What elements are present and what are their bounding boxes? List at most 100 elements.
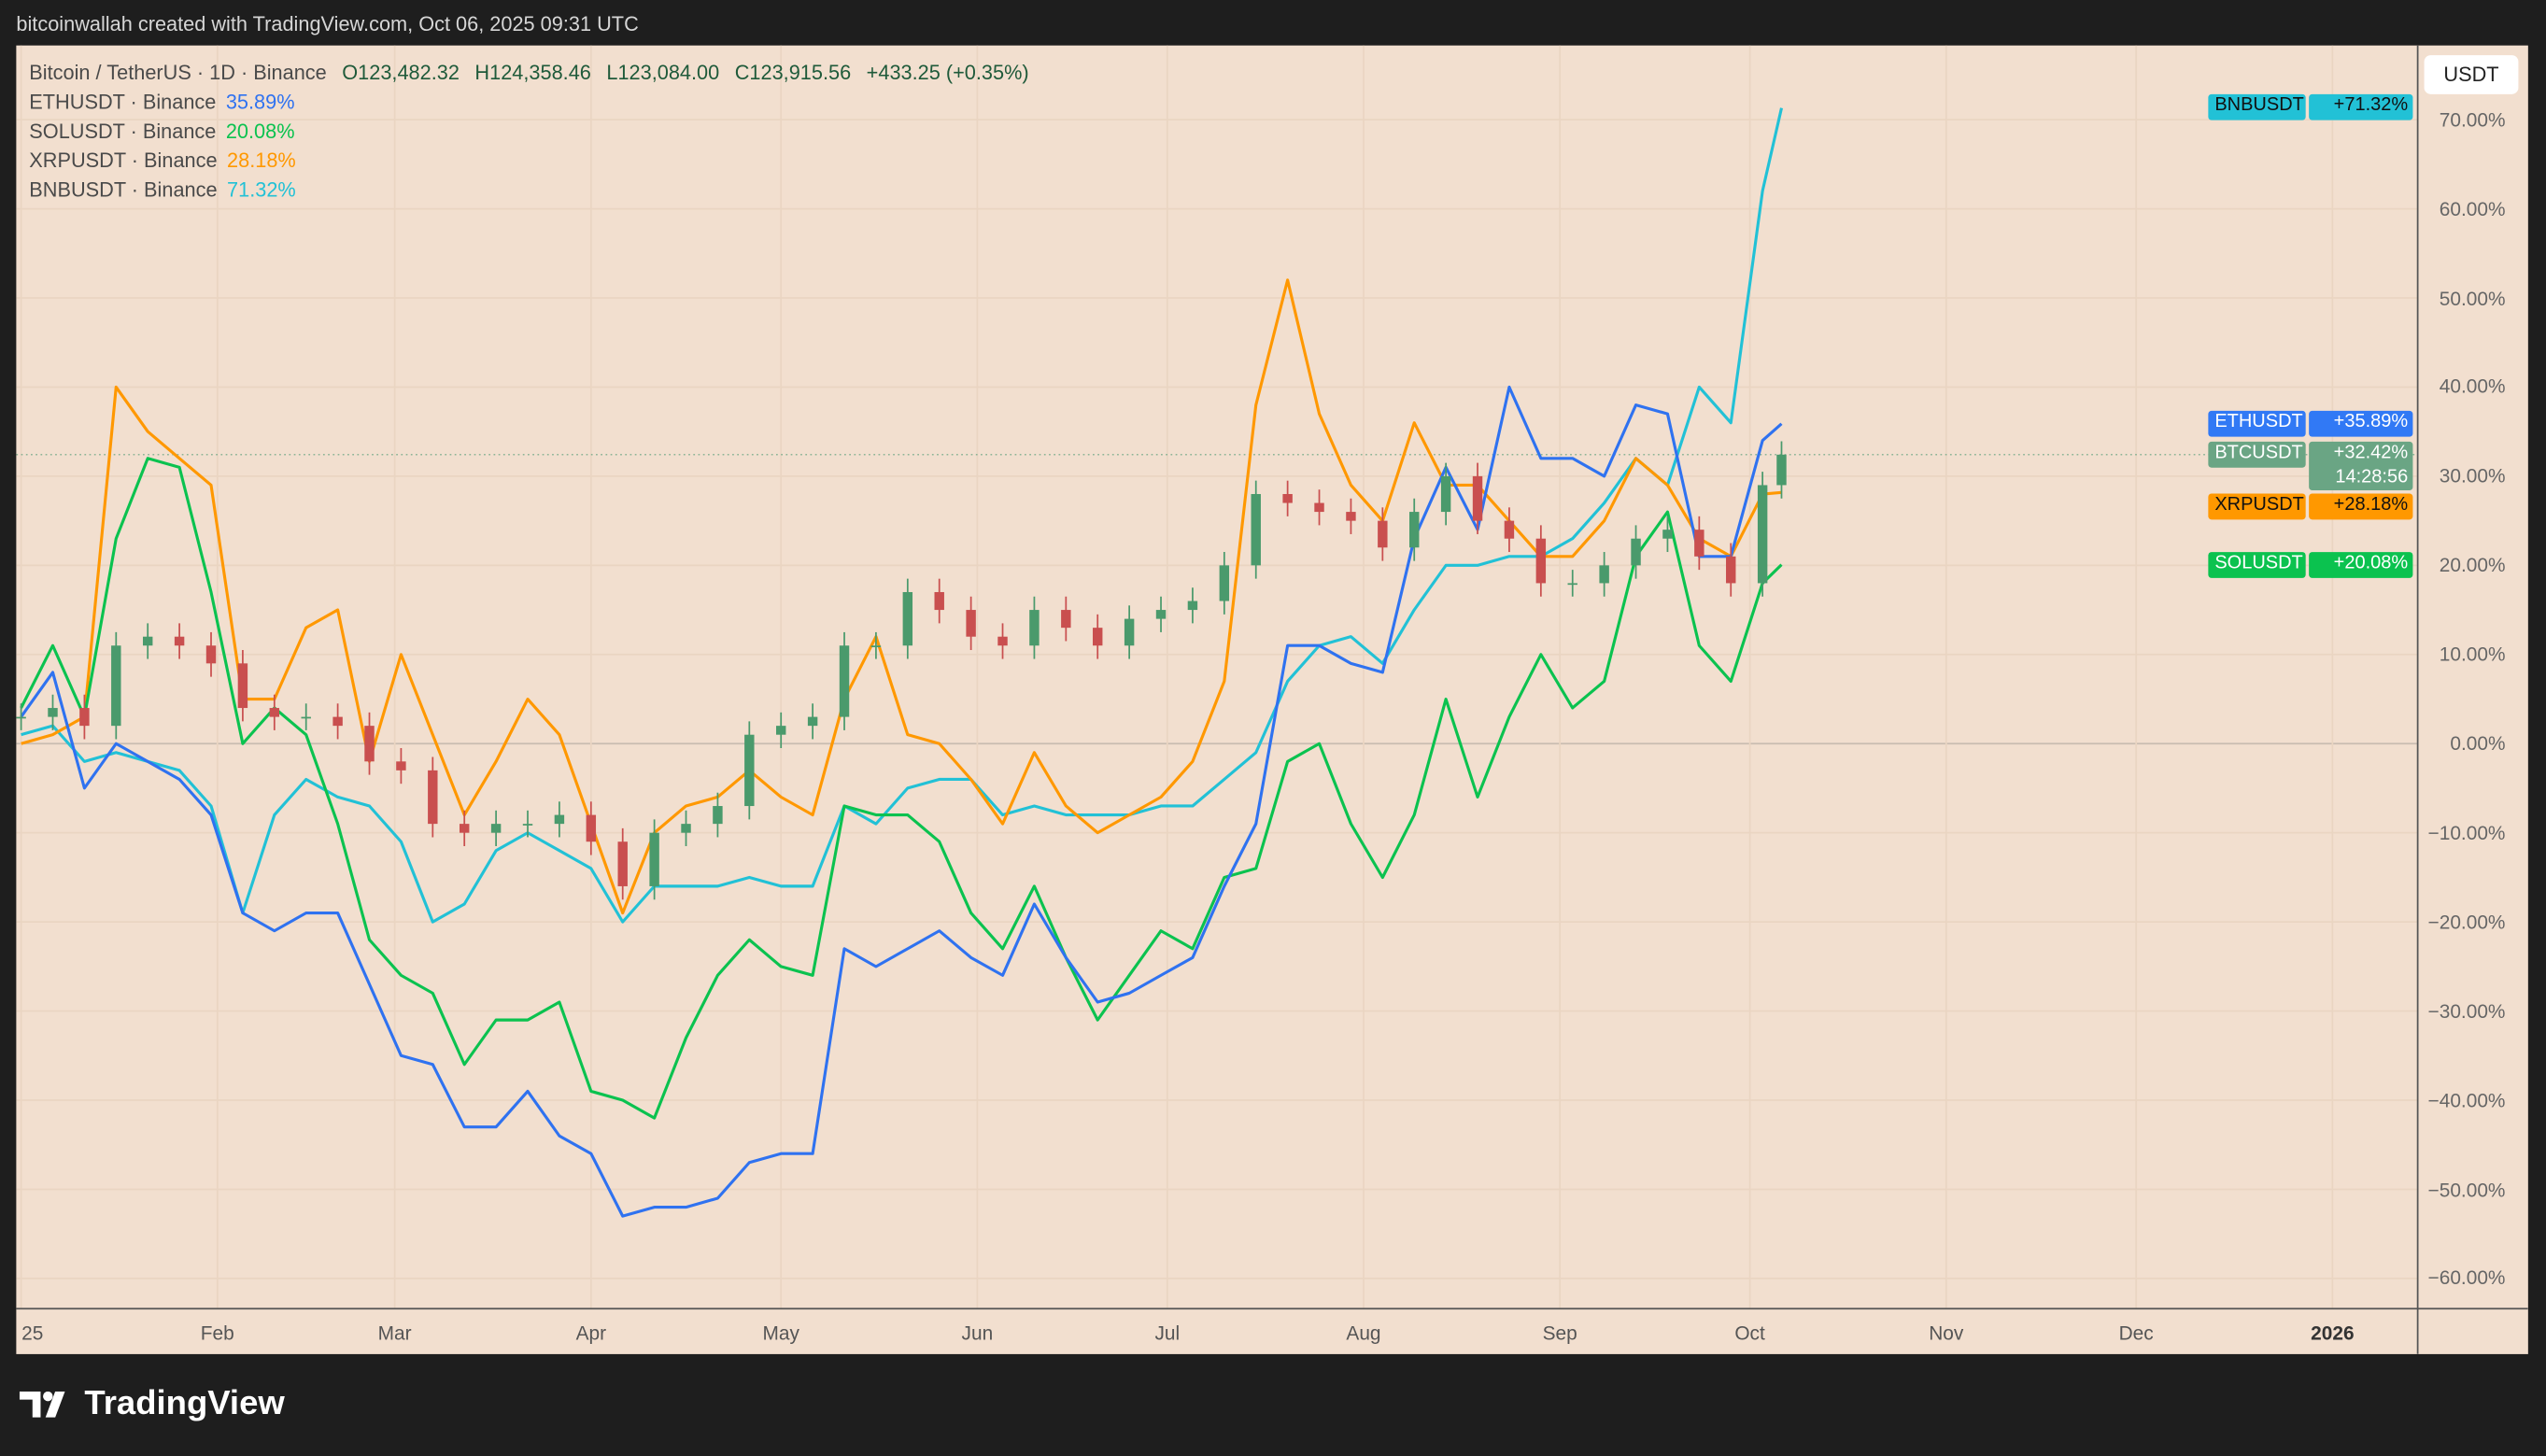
x-tick-label: Feb [200,1322,234,1345]
btc-candle [1346,512,1356,521]
btc-candle [713,806,723,825]
btc-candle [428,770,438,825]
btc-candle [649,832,659,886]
btc-candle [776,726,786,735]
price-tag-percent: +28.18% [2333,495,2409,516]
x-tick-label: Aug [1346,1322,1381,1345]
legend-item-bnb[interactable]: BNBUSDT · Binance 71.32% [29,178,295,201]
y-tick-label: 0.00% [2450,732,2506,756]
tradingview-logo-icon [19,1391,65,1418]
btc-candle [1776,454,1787,486]
x-tick-label: Jun [961,1322,994,1345]
btc-candle [16,716,26,719]
btc-candle [554,814,565,825]
y-tick-label: 20.00% [2439,554,2506,577]
btc-candle [1251,493,1261,566]
y-tick-label: −40.00% [2427,1088,2506,1112]
btc-candle [459,824,470,833]
price-tag-xrpusdt: XRPUSDT +28.18% [2208,493,2413,520]
btc-candle [48,708,58,717]
y-tick-label: 60.00% [2439,197,2506,220]
btc-candle [839,645,850,717]
btc-candle [522,824,533,826]
y-tick-label: −20.00% [2427,910,2506,934]
x-tick-label: Oct [1734,1322,1765,1345]
legend-value: 20.08% [225,120,295,143]
btc-candle [1504,520,1515,539]
btc-candle [1631,538,1641,566]
btc-candle [396,761,406,770]
currency-button[interactable]: USDT [2424,55,2519,94]
btc-candle [1440,475,1451,513]
btc-candle [1472,475,1483,521]
btc-candle [1061,610,1071,629]
btc-candle [744,734,755,807]
btc-candle [174,636,185,646]
btc-candle [1567,583,1577,586]
legend-item-sol[interactable]: SOLUSDT · Binance 20.08% [29,120,294,143]
chart-canvas[interactable] [16,45,2528,1354]
btc-candle [966,610,976,637]
tradingview-logo[interactable]: TradingView [19,1385,285,1424]
y-tick-label: −60.00% [2427,1266,2506,1291]
y-tick-label: 30.00% [2439,464,2506,488]
btc-candle [1378,520,1388,548]
x-tick-label: Jul [1154,1322,1181,1345]
btc-candle [1187,601,1198,611]
btc-candle [1662,530,1673,539]
chart-panel[interactable]: Bitcoin / TetherUS · 1D · Binance O123,4… [16,45,2528,1354]
btc-candle [1029,610,1040,646]
btc-candle [1282,493,1293,503]
legend-label: ETHUSDT · Binance [29,91,217,114]
btc-candle [111,645,121,727]
price-tag-value: +71.32% [2309,94,2413,121]
y-tick-label: 70.00% [2439,107,2506,132]
btc-candle [205,645,217,664]
price-tag-value: +20.08% [2309,551,2413,578]
btc-candle [490,824,502,833]
price-tag-percent: +20.08% [2333,553,2409,573]
series-line-bnbusdt [21,107,1784,924]
legend-symbol: Bitcoin / TetherUS · 1D · Binance [29,62,327,85]
btc-candle [79,708,90,727]
legend-close: C123,915.56 [734,62,852,85]
price-tag-value: +32.42% 14:28:56 [2309,441,2413,491]
legend-change: +433.25 (+0.35%) [866,62,1029,85]
x-tick-label: Nov [1929,1322,1964,1345]
price-tag-value: +35.89% [2309,410,2413,437]
price-tag-value: +28.18% [2309,493,2413,520]
btc-candle [586,814,597,842]
x-tick-label: Sep [1542,1322,1577,1345]
btc-candle [1093,628,1103,646]
btc-candle [301,716,311,719]
btc-candle [902,591,913,646]
btc-candle [870,645,882,647]
legend-label: SOLUSDT · Binance [29,120,217,143]
price-tag-ethusdt: ETHUSDT +35.89% [2208,410,2413,437]
price-tag-percent: +32.42% [2333,443,2409,463]
legend-item-xrp[interactable]: XRPUSDT · Binance 28.18% [29,149,295,172]
x-tick-label: Apr [575,1322,607,1345]
btc-candle [997,636,1008,646]
x-tick-label: Dec [2118,1322,2154,1345]
price-tag-percent: +35.89% [2333,412,2409,432]
legend-label: BNBUSDT · Binance [29,178,218,202]
y-tick-label: −30.00% [2427,999,2506,1023]
legend-item-eth[interactable]: ETHUSDT · Binance 35.89% [29,91,294,113]
price-tag-solusdt: SOLUSDT +20.08% [2208,551,2413,578]
price-tag-symbol: ETHUSDT [2208,410,2306,437]
legend-high: H124,358.46 [474,62,591,85]
btc-candle [1314,502,1324,513]
x-tick-label: 2026 [2311,1322,2355,1345]
legend-value: 71.32% [227,178,296,202]
series-line-ethusdt [20,385,1783,1218]
btc-candle [1599,565,1609,584]
btc-candle [1757,485,1768,584]
btc-candle [1155,610,1167,619]
price-tag-percent: +71.32% [2333,96,2409,117]
legend-main: Bitcoin / TetherUS · 1D · Binance O123,4… [29,62,1028,84]
btc-candle [617,841,628,886]
btc-candle [681,824,691,833]
btc-candle [364,726,375,762]
